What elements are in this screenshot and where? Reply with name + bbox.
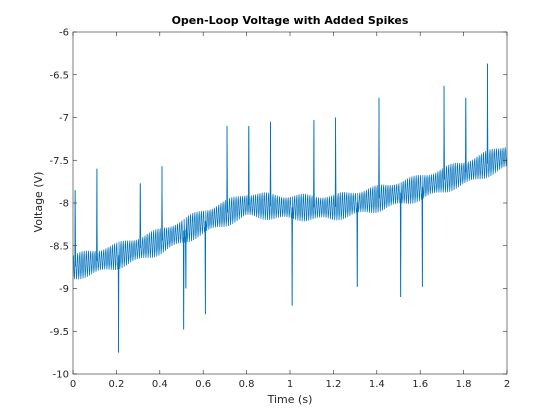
y-axis-label: Voltage (V)	[32, 172, 45, 233]
y-tick-label: -7	[59, 113, 69, 124]
y-tick-label: -10	[53, 370, 69, 381]
series-line	[73, 63, 507, 353]
x-tick-label: 0.2	[108, 379, 124, 390]
x-tick-label: 1.4	[369, 379, 385, 390]
x-tick-label: 1.2	[325, 379, 341, 390]
x-tick-label: 0.8	[239, 379, 255, 390]
y-tick-label: -6	[59, 28, 69, 39]
series-layer	[73, 63, 507, 353]
y-tick-label: -8	[59, 199, 69, 210]
x-tick-label: 0.4	[152, 379, 168, 390]
x-axis-ticks: 0 0.2 0.4 0.6 0.8 1 1.2 1.4 1.6 1.8 2	[70, 32, 510, 390]
x-tick-label: 0.6	[195, 379, 211, 390]
y-axis-ticks: -10 -9.5 -9 -8.5 -8 -7.5 -7 -6.5 -6	[49, 28, 507, 381]
x-tick-label: 2	[504, 379, 510, 390]
y-tick-label: -9.5	[49, 327, 69, 338]
x-tick-label: 1.6	[412, 379, 428, 390]
y-tick-label: -7.5	[49, 156, 69, 167]
y-tick-label: -8.5	[49, 241, 69, 252]
y-tick-label: -6.5	[49, 70, 69, 81]
chart-title: Open-Loop Voltage with Added Spikes	[172, 14, 409, 27]
x-tick-label: 1.8	[456, 379, 472, 390]
x-tick-label: 1	[287, 379, 293, 390]
x-tick-label: 0	[70, 379, 76, 390]
x-axis-label: Time (s)	[267, 393, 313, 406]
y-tick-label: -9	[59, 284, 69, 295]
